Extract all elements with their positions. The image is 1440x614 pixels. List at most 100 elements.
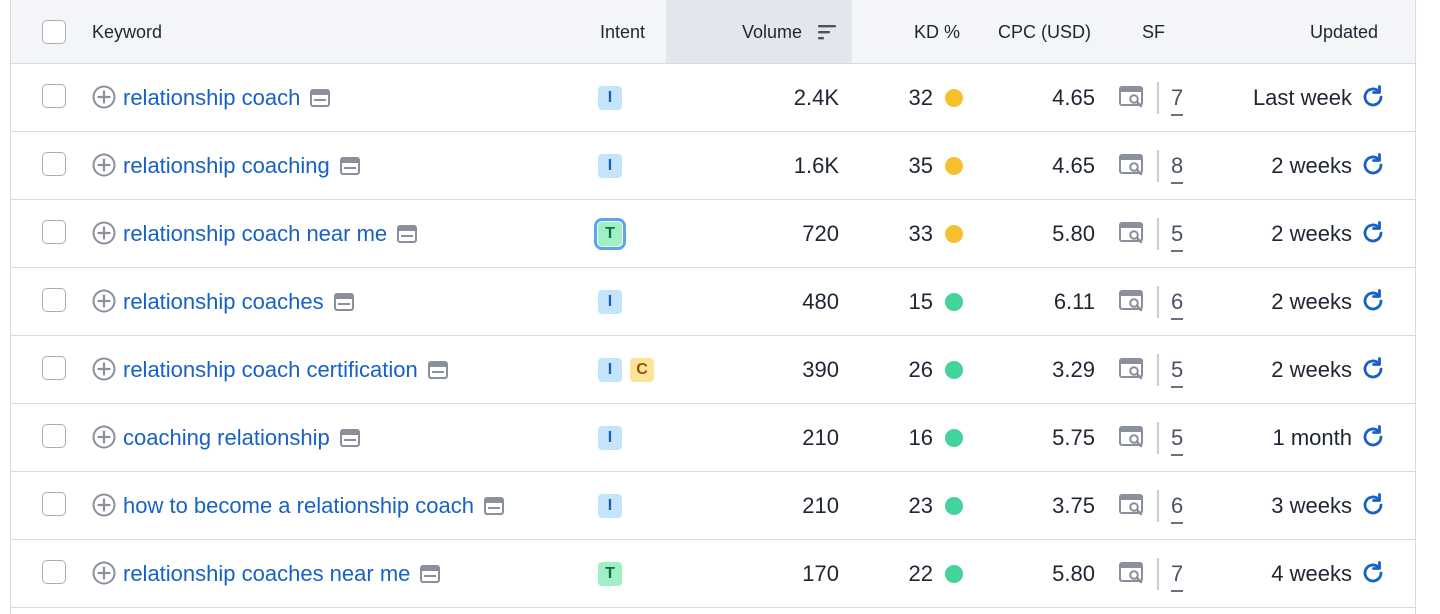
cpc-value: 3.29 [1052,357,1095,382]
serp-features-icon[interactable] [1119,290,1145,312]
refresh-icon[interactable] [1360,424,1386,450]
volume-value: 2.4K [793,85,839,110]
keyword-text[interactable]: relationship coach near me [123,221,388,246]
row-checkbox[interactable] [42,356,66,380]
intent-badge-I[interactable]: I [598,154,622,178]
row-checkbox[interactable] [42,560,66,584]
sf-count[interactable]: 5 [1171,220,1184,252]
row-checkbox[interactable] [42,84,66,108]
keyword-text[interactable]: relationship coach [123,85,301,110]
header-sf[interactable]: SF [1142,22,1166,42]
add-to-list-icon[interactable] [92,425,116,449]
intent-badge-I[interactable]: I [598,290,622,314]
serp-preview-icon[interactable] [339,157,360,175]
kd-difficulty-dot [945,361,963,379]
intent-badge-I[interactable]: I [598,358,622,382]
intent-badge-I[interactable]: I [598,86,622,110]
sf-count[interactable]: 7 [1171,560,1184,592]
cpc-value: 3.75 [1052,493,1095,518]
cpc-value: 5.80 [1052,561,1095,586]
keyword-text[interactable]: relationship coach certification [123,357,418,382]
refresh-icon[interactable] [1360,356,1386,382]
keyword-link[interactable]: relationship coaching [123,152,360,180]
keyword-link[interactable]: coaching relationship [123,424,360,452]
sf-count[interactable]: 6 [1171,492,1184,524]
sf-divider [1157,286,1159,318]
intent-badge-I[interactable]: I [598,494,622,518]
select-all-checkbox[interactable] [42,20,66,44]
refresh-icon[interactable] [1360,560,1386,586]
sf-count[interactable]: 5 [1171,424,1184,456]
keyword-link[interactable]: how to become a relationship coach [123,492,504,520]
sf-count[interactable]: 5 [1171,356,1184,388]
keyword-text[interactable]: relationship coaches near me [123,561,411,586]
add-to-list-icon[interactable] [92,85,116,109]
refresh-icon[interactable] [1360,288,1386,314]
serp-preview-icon[interactable] [484,497,504,515]
intent-badge-I[interactable]: I [598,426,622,450]
serp-preview-icon[interactable] [397,225,418,243]
keyword-link[interactable]: relationship coach [123,84,331,112]
table-row: relationship coaches I 480 15 6.11 6 2 w… [11,268,1415,336]
keyword-text[interactable]: relationship coaches [123,289,324,314]
keyword-text[interactable]: how to become a relationship coach [123,493,474,518]
refresh-icon[interactable] [1360,492,1386,518]
keyword-text[interactable]: coaching relationship [123,425,330,450]
kd-value: 15 [908,289,933,314]
serp-features-icon[interactable] [1119,562,1145,584]
serp-preview-icon[interactable] [420,565,441,583]
intent-badge-C[interactable]: C [630,358,654,382]
add-to-list-icon[interactable] [92,221,116,245]
add-to-list-icon[interactable] [92,561,116,585]
header-updated[interactable]: Updated [1310,22,1379,42]
sf-count[interactable]: 8 [1171,152,1184,184]
add-to-list-icon[interactable] [92,153,116,177]
kd-difficulty-dot [945,293,963,311]
keyword-link[interactable]: relationship coach near me [123,220,418,248]
intent-badge-T[interactable]: T [598,562,622,586]
cpc-value: 6.11 [1053,289,1095,314]
serp-preview-icon[interactable] [333,293,354,311]
row-checkbox[interactable] [42,492,66,516]
kd-difficulty-dot [945,157,963,175]
serp-features-icon[interactable] [1119,494,1145,516]
sf-count[interactable]: 6 [1171,288,1184,320]
keyword-link[interactable]: relationship coach certification [123,356,448,384]
intent-badges: I [598,290,622,314]
row-checkbox[interactable] [42,424,66,448]
keyword-link[interactable]: relationship coaches [123,288,354,316]
header-kd[interactable]: KD % [914,22,961,42]
kd-value: 22 [908,561,933,586]
sort-descending-icon[interactable] [817,22,837,42]
serp-preview-icon[interactable] [339,429,360,447]
header-volume[interactable]: Volume [742,22,803,42]
header-cpc[interactable]: CPC (USD) [998,22,1091,42]
header-intent[interactable]: Intent [600,22,646,42]
refresh-icon[interactable] [1360,84,1386,110]
serp-features-icon[interactable] [1119,426,1145,448]
serp-preview-icon[interactable] [427,361,448,379]
updated-value: Last week [1252,85,1352,110]
add-to-list-icon[interactable] [92,357,116,381]
keyword-text[interactable]: relationship coaching [123,153,330,178]
kd-value: 33 [908,221,933,246]
row-checkbox[interactable] [42,288,66,312]
row-checkbox[interactable] [42,152,66,176]
intent-badges: T [598,562,622,586]
keyword-link[interactable]: relationship coaches near me [123,560,441,588]
serp-features-icon[interactable] [1119,154,1145,176]
intent-badge-T[interactable]: T [594,218,626,250]
serp-preview-icon[interactable] [310,89,331,107]
sf-divider [1157,82,1159,114]
serp-features-icon[interactable] [1119,86,1145,108]
row-checkbox[interactable] [42,220,66,244]
serp-features-icon[interactable] [1119,222,1145,244]
sf-count[interactable]: 7 [1171,84,1184,116]
serp-features-icon[interactable] [1119,358,1145,380]
add-to-list-icon[interactable] [92,289,116,313]
add-to-list-icon[interactable] [92,493,116,517]
table-row: relationship coaches near me T 170 22 5.… [11,540,1415,608]
refresh-icon[interactable] [1360,220,1386,246]
refresh-icon[interactable] [1360,152,1386,178]
header-keyword[interactable]: Keyword [92,22,163,42]
